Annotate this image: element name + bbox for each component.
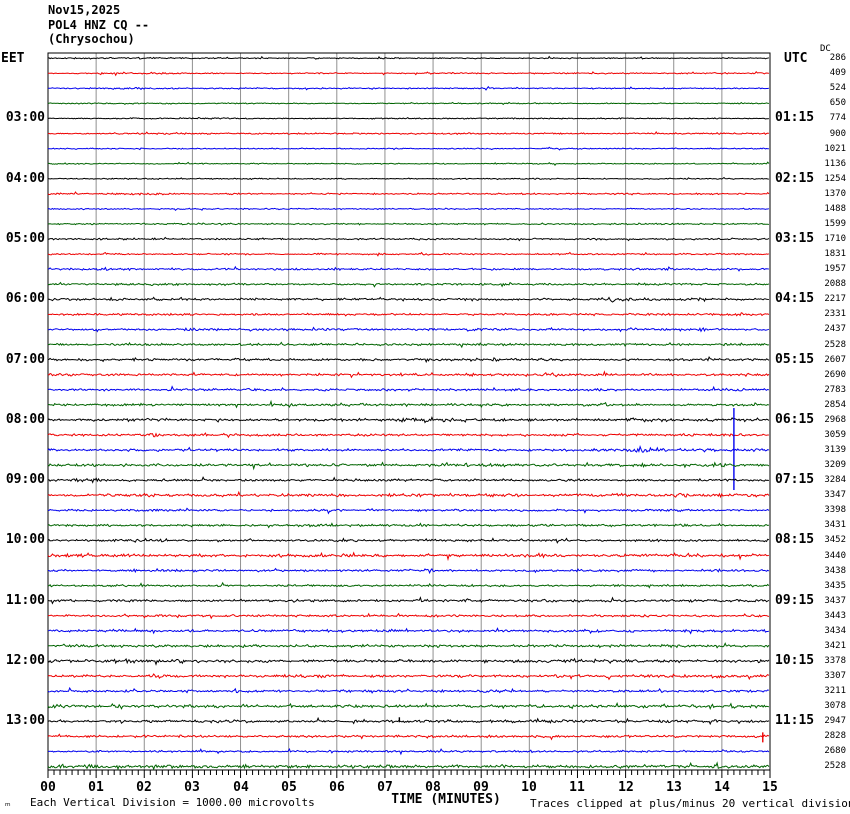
- utc-hour-label: 05:15: [775, 352, 815, 367]
- dc-offset-value: 2528: [824, 761, 846, 771]
- dc-offset-value: 1021: [824, 144, 846, 154]
- minute-tick-label: 15: [762, 780, 778, 795]
- minute-tick-label: 12: [618, 780, 634, 795]
- dc-offset-value: 3307: [824, 671, 846, 681]
- dc-offset-value: 1136: [824, 159, 846, 169]
- dc-offset-value: 3078: [824, 701, 846, 711]
- dc-offset-value: 2947: [824, 716, 846, 726]
- dc-offset-value: 2331: [824, 309, 846, 319]
- minute-tick-label: 03: [184, 780, 200, 795]
- dc-offset-value: 2680: [824, 746, 846, 756]
- eet-hour-label: 09:00: [5, 472, 45, 487]
- dc-offset-value: 3398: [824, 505, 846, 515]
- eet-hour-label: 05:00: [5, 231, 45, 246]
- dc-offset-value: 1710: [824, 234, 846, 244]
- dc-offset-value: 3284: [824, 475, 846, 485]
- dc-offset-value: 3437: [824, 596, 846, 606]
- header-date: Nov15,2025: [48, 3, 121, 17]
- minute-tick-label: 05: [281, 780, 297, 795]
- header-location: (Chrysochou): [48, 32, 135, 46]
- dc-offset-value: 2690: [824, 370, 846, 380]
- header-station: POL4 HNZ CQ --: [48, 17, 150, 32]
- right-timezone-label: UTC: [784, 51, 808, 66]
- dc-offset-value: 2528: [824, 340, 846, 350]
- dc-offset-value: 3435: [824, 581, 846, 591]
- utc-hour-label: 07:15: [775, 472, 815, 487]
- utc-hour-label: 08:15: [775, 532, 815, 547]
- minute-tick-label: 02: [136, 780, 152, 795]
- dc-offset-value: 900: [829, 129, 846, 139]
- dc-offset-value: 2854: [824, 400, 846, 410]
- dc-offset-value: 1370: [824, 189, 846, 199]
- eet-hour-label: 04:00: [5, 171, 45, 186]
- dc-offset-value: 1831: [824, 249, 846, 259]
- dc-offset-value: 3438: [824, 566, 846, 576]
- eet-hour-label: 11:00: [5, 593, 45, 608]
- dc-offset-value: 3440: [824, 551, 846, 561]
- dc-offset-value: 2437: [824, 324, 846, 334]
- utc-hour-label: 11:15: [775, 713, 815, 728]
- minute-tick-label: 00: [40, 780, 56, 795]
- dc-offset-value: 1957: [824, 264, 846, 274]
- utc-hour-label: 03:15: [775, 231, 815, 246]
- dc-offset-value: 286: [829, 53, 846, 63]
- minute-tick-label: 04: [233, 780, 249, 795]
- microvolt-glyph: ₘ: [5, 799, 11, 809]
- dc-offset-value: 2968: [824, 415, 846, 425]
- dc-offset-value: 1254: [824, 174, 846, 184]
- minute-tick-label: 08: [425, 780, 441, 795]
- dc-offset-value: 1599: [824, 219, 846, 229]
- scale-note: Each Vertical Division = 1000.00 microvo…: [30, 796, 315, 809]
- clip-note: Traces clipped at plus/minus 20 vertical…: [530, 797, 850, 810]
- dc-offset-value: 409: [829, 68, 846, 78]
- header-block: Nov15,2025 POL4 HNZ CQ -- (Chrysochou): [48, 3, 149, 47]
- dc-offset-value: 2607: [824, 355, 846, 365]
- dc-offset-value: 3059: [824, 430, 846, 440]
- dc-offset-value: 2217: [824, 294, 846, 304]
- dc-offset-value: 1488: [824, 204, 846, 214]
- eet-hour-label: 13:00: [5, 713, 45, 728]
- dc-offset-value: 3431: [824, 520, 846, 530]
- dc-offset-value: 3443: [824, 611, 846, 621]
- minute-tick-label: 09: [473, 780, 489, 795]
- dc-offset-value: 2783: [824, 385, 846, 395]
- utc-hour-label: 09:15: [775, 593, 815, 608]
- dc-offset-value: 3378: [824, 656, 846, 666]
- dc-offset-value: 774: [829, 113, 846, 123]
- left-timezone-label: EET: [1, 51, 25, 66]
- dc-offset-value: 3452: [824, 535, 846, 545]
- eet-hour-label: 10:00: [5, 532, 45, 547]
- minute-tick-label: 06: [329, 780, 345, 795]
- utc-hour-label: 10:15: [775, 653, 815, 668]
- utc-hour-label: 04:15: [775, 291, 815, 306]
- minute-tick-label: 10: [521, 780, 537, 795]
- dc-offset-value: 2088: [824, 279, 846, 289]
- utc-hour-label: 06:15: [775, 412, 815, 427]
- minute-tick-label: 11: [569, 780, 585, 795]
- utc-hour-label: 01:15: [775, 110, 815, 125]
- utc-hour-label: 02:15: [775, 171, 815, 186]
- dc-offset-value: 3209: [824, 460, 846, 470]
- x-axis-title: TIME (MINUTES): [391, 792, 501, 807]
- dc-offset-value: 3139: [824, 445, 846, 455]
- dc-offset-value: 3421: [824, 641, 846, 651]
- dc-offset-value: 2828: [824, 731, 846, 741]
- minute-tick-label: 13: [666, 780, 682, 795]
- dc-offset-value: 3347: [824, 490, 846, 500]
- dc-offset-value: 3434: [824, 626, 846, 636]
- dc-offset-value: 524: [829, 83, 846, 93]
- minute-tick-label: 14: [714, 780, 730, 795]
- eet-hour-label: 06:00: [5, 291, 45, 306]
- dc-offset-value: 3211: [824, 686, 846, 696]
- minute-tick-label: 07: [377, 780, 393, 795]
- eet-hour-label: 12:00: [5, 653, 45, 668]
- dc-column-header: DC: [820, 44, 831, 54]
- dc-offset-value: 650: [829, 98, 846, 108]
- eet-hour-label: 08:00: [5, 412, 45, 427]
- minute-tick-label: 01: [88, 780, 104, 795]
- eet-hour-label: 07:00: [5, 352, 45, 367]
- eet-hour-label: 03:00: [5, 110, 45, 125]
